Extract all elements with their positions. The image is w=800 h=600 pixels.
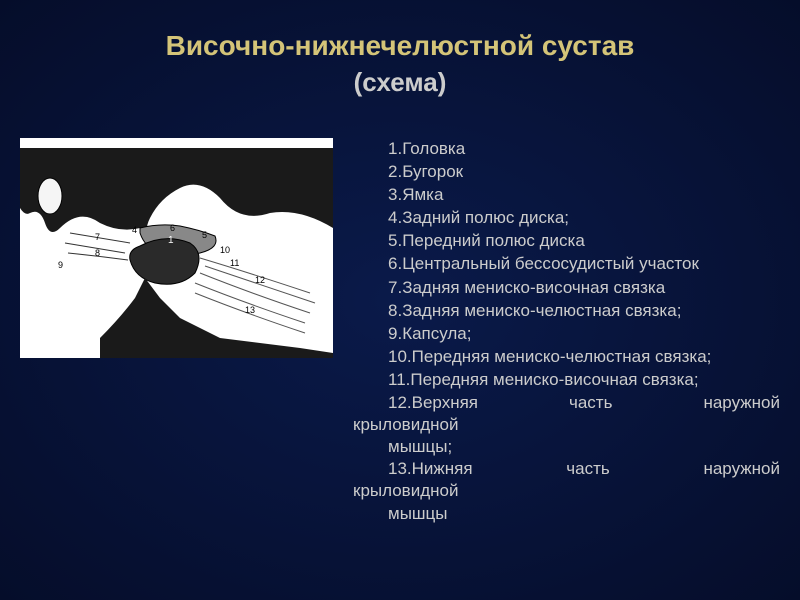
list-text: крыловидной — [353, 414, 780, 436]
svg-text:8: 8 — [95, 248, 100, 258]
list-text: Бугорок — [402, 162, 463, 181]
list-item: 4.Задний полюс диска; — [388, 207, 780, 229]
svg-text:10: 10 — [220, 245, 230, 255]
content-area: 1 2 3 4 5 6 7 8 9 10 11 12 13 1.Головка … — [0, 138, 800, 525]
list-number: 4. — [388, 208, 402, 227]
list-item: 8.Задняя мениско-челюстная связка; — [388, 300, 780, 322]
list-text: мышцы — [353, 503, 780, 525]
svg-text:3: 3 — [175, 195, 181, 206]
svg-text:5: 5 — [202, 230, 207, 240]
list-text: Задний полюс диска; — [402, 208, 569, 227]
list-text: Нижняя — [412, 459, 473, 478]
list-number: 5. — [388, 231, 402, 250]
list-item: 5.Передний полюс диска — [388, 230, 780, 252]
legend-list: 1.Головка 2.Бугорок 3.Ямка 4.Задний полю… — [353, 138, 780, 525]
list-text: Передний полюс диска — [402, 231, 585, 250]
list-item: 7.Задняя мениско-височная связка — [388, 277, 780, 299]
list-item: 1.Головка — [388, 138, 780, 160]
list-text: Капсула; — [402, 324, 471, 343]
svg-text:6: 6 — [170, 223, 175, 233]
list-text: наружной — [703, 392, 780, 414]
list-text: Передняя мениско-височная связка; — [410, 370, 698, 389]
list-item: 10.Передняя мениско-челюстная связка; — [388, 346, 780, 368]
list-number: 9. — [388, 324, 402, 343]
list-text: крыловидной — [353, 480, 780, 502]
list-text: Задняя мениско-височная связка — [402, 278, 665, 297]
list-number: 6. — [388, 254, 402, 273]
list-item: 2.Бугорок — [388, 161, 780, 183]
list-text: Верхняя — [412, 393, 478, 412]
list-item-wrapped: 13.Нижняя часть наружной крыловидной мыш… — [353, 458, 780, 524]
list-number: 13. — [388, 459, 412, 478]
list-text: Задняя мениско-челюстная связка; — [402, 301, 681, 320]
list-number: 11. — [388, 370, 410, 389]
list-number: 2. — [388, 162, 402, 181]
list-item: 6.Центральный бессосудистый участок — [388, 253, 780, 275]
page-subtitle: (схема) — [0, 67, 800, 98]
list-text: Центральный бессосудистый участок — [402, 254, 699, 273]
list-text: часть — [566, 458, 609, 480]
svg-text:7: 7 — [95, 232, 100, 242]
svg-text:1: 1 — [168, 235, 174, 246]
list-number: 1. — [388, 139, 402, 158]
list-text: Головка — [402, 139, 465, 158]
list-number: 12. — [388, 393, 412, 412]
svg-text:12: 12 — [255, 275, 265, 285]
list-text: наружной — [703, 458, 780, 480]
list-text: мышцы; — [353, 436, 780, 458]
anatomical-diagram: 1 2 3 4 5 6 7 8 9 10 11 12 13 — [20, 138, 333, 358]
list-item-wrapped: 12.Верхняя часть наружной крыловидной мы… — [353, 392, 780, 458]
svg-text:9: 9 — [58, 260, 63, 270]
list-number: 10. — [388, 347, 412, 366]
list-number: 7. — [388, 278, 402, 297]
list-item: 9.Капсула; — [388, 323, 780, 345]
list-item: 3.Ямка — [388, 184, 780, 206]
list-number: 3. — [388, 185, 402, 204]
tmj-diagram-svg: 1 2 3 4 5 6 7 8 9 10 11 12 13 — [20, 138, 333, 358]
svg-text:13: 13 — [245, 305, 255, 315]
svg-text:2: 2 — [215, 208, 221, 219]
page-title: Височно-нижнечелюстной сустав — [0, 0, 800, 62]
list-text: часть — [569, 392, 612, 414]
svg-text:11: 11 — [230, 258, 239, 268]
list-number: 8. — [388, 301, 402, 320]
list-text: Ямка — [402, 185, 443, 204]
list-text: Передняя мениско-челюстная связка; — [412, 347, 712, 366]
list-item: 11.Передняя мениско-височная связка; — [388, 369, 780, 391]
svg-text:4: 4 — [132, 225, 137, 235]
